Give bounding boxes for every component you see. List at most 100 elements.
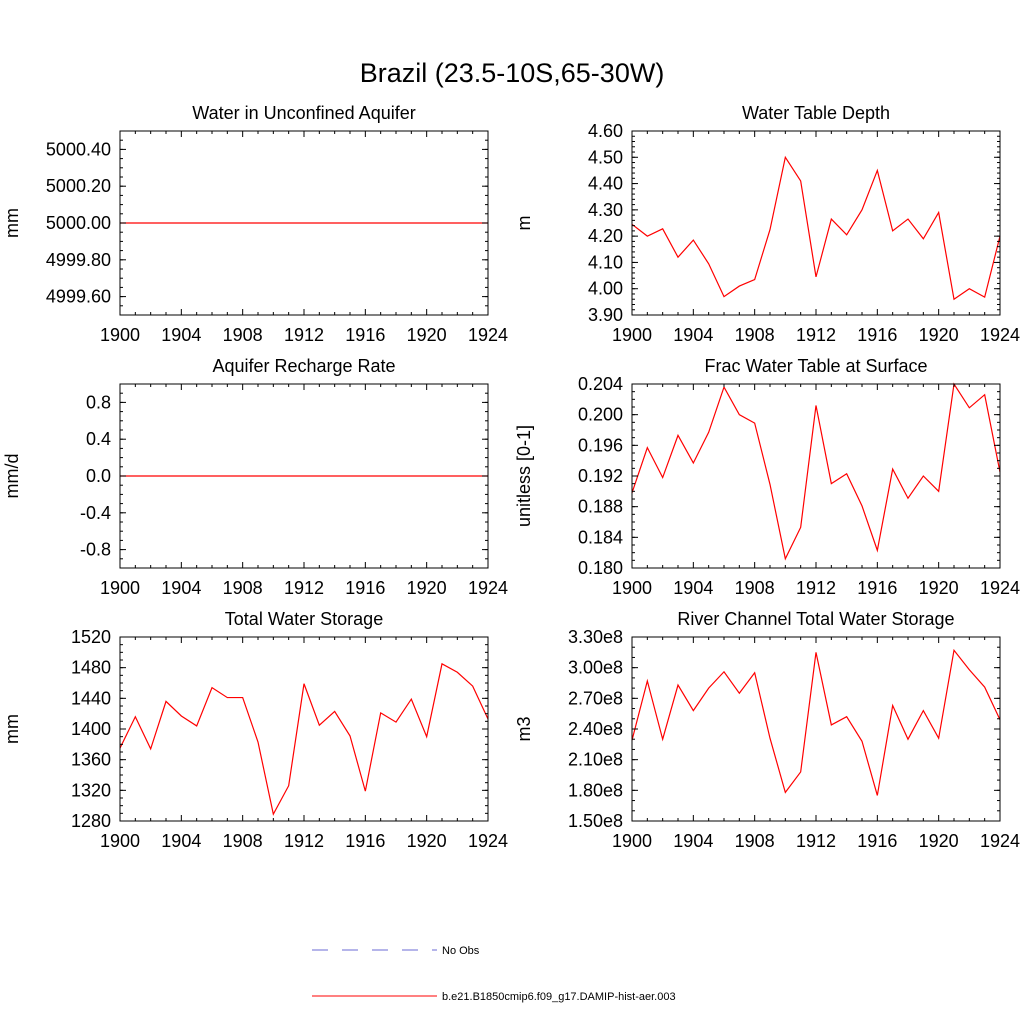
legend-label-model: b.e21.B1850cmip6.f09_g17.DAMIP-hist-aer.… xyxy=(442,991,676,1003)
y-tick-label: 4.20 xyxy=(588,226,623,246)
x-tick-label: 1912 xyxy=(796,831,836,851)
plot-frame xyxy=(119,636,489,822)
series-line xyxy=(631,382,1001,561)
plot-frame xyxy=(631,383,1001,569)
panel-5: Total Water Storage mm 1900 1904 1908 1912 191… xyxy=(2,609,508,851)
x-tick-label: 1916 xyxy=(345,831,385,851)
x-tick-label: 1916 xyxy=(345,325,385,345)
y-tick-label: 2.40e8 xyxy=(568,719,623,739)
x-tick-label: 1904 xyxy=(161,578,201,598)
y-tick-label: 1280 xyxy=(71,811,111,831)
panel-2: Water Table Depth m 1900 1904 1908 1912 1916 19… xyxy=(514,103,1020,345)
y-tick-label: 0.4 xyxy=(86,429,111,449)
x-tick-label: 1916 xyxy=(857,578,897,598)
panel-title: Aquifer Recharge Rate xyxy=(212,356,395,376)
x-tick-label: 1900 xyxy=(100,831,140,851)
x-tick-label: 1916 xyxy=(857,831,897,851)
y-tick-label: 4.10 xyxy=(588,252,623,272)
x-tick-label: 1920 xyxy=(919,578,959,598)
x-tick-label: 1920 xyxy=(407,325,447,345)
y-tick-label: 5000.40 xyxy=(46,139,111,159)
series-line xyxy=(119,662,489,816)
y-tick-label: 4.50 xyxy=(588,147,623,167)
y-tick-label: 5000.00 xyxy=(46,213,111,233)
x-tick-label: 1924 xyxy=(468,325,508,345)
x-tick-label: 1912 xyxy=(284,831,324,851)
y-axis-label: m3 xyxy=(514,716,534,741)
y-tick-label: 0.196 xyxy=(578,435,623,455)
legend-item-obs: No Obs xyxy=(312,945,480,957)
y-tick-label: -0.4 xyxy=(80,503,111,523)
y-tick-label: 0.184 xyxy=(578,527,623,547)
y-tick-label: 0.8 xyxy=(86,392,111,412)
panel-title: Frac Water Table at Surface xyxy=(704,356,927,376)
legend-label-obs: No Obs xyxy=(442,945,480,957)
y-tick-label: 0.192 xyxy=(578,466,623,486)
x-tick-label: 1912 xyxy=(284,325,324,345)
y-tick-label: 0.200 xyxy=(578,405,623,425)
y-tick-label: 0.188 xyxy=(578,497,623,517)
y-tick-label: 1520 xyxy=(71,627,111,647)
x-tick-label: 1924 xyxy=(468,831,508,851)
y-axis-label: unitless [0-1] xyxy=(514,425,534,527)
y-tick-label: 1360 xyxy=(71,750,111,770)
legend-item-model: b.e21.B1850cmip6.f09_g17.DAMIP-hist-aer.… xyxy=(312,991,676,1003)
y-tick-label: -0.8 xyxy=(80,540,111,560)
y-tick-label: 1440 xyxy=(71,688,111,708)
x-tick-label: 1908 xyxy=(735,578,775,598)
x-tick-label: 1924 xyxy=(468,578,508,598)
y-tick-label: 3.30e8 xyxy=(568,627,623,647)
y-tick-label: 4.00 xyxy=(588,279,623,299)
y-tick-label: 4.30 xyxy=(588,200,623,220)
x-tick-label: 1908 xyxy=(223,325,263,345)
x-tick-label: 1920 xyxy=(919,831,959,851)
x-tick-label: 1912 xyxy=(284,578,324,598)
y-tick-label: 4999.80 xyxy=(46,250,111,270)
plot-frame xyxy=(631,130,1001,316)
y-tick-label: 3.00e8 xyxy=(568,658,623,678)
y-tick-label: 1480 xyxy=(71,658,111,678)
y-axis-label: mm xyxy=(2,714,22,744)
x-tick-label: 1904 xyxy=(673,578,713,598)
y-tick-label: 1400 xyxy=(71,719,111,739)
x-tick-label: 1920 xyxy=(919,325,959,345)
x-tick-label: 1912 xyxy=(796,578,836,598)
x-tick-label: 1900 xyxy=(612,831,652,851)
x-tick-label: 1908 xyxy=(735,831,775,851)
y-tick-label: 1.80e8 xyxy=(568,780,623,800)
x-tick-label: 1900 xyxy=(612,578,652,598)
panel-4: Frac Water Table at Surface unitless [0-1… xyxy=(514,356,1020,598)
x-tick-label: 1924 xyxy=(980,325,1020,345)
figure-title: Brazil (23.5-10S,65-30W) xyxy=(360,58,665,88)
y-axis-label: mm/d xyxy=(2,454,22,499)
y-tick-label: 5000.20 xyxy=(46,176,111,196)
y-tick-label: 1.50e8 xyxy=(568,811,623,831)
panel-title: Total Water Storage xyxy=(225,609,383,629)
x-tick-label: 1904 xyxy=(673,325,713,345)
y-tick-label: 4999.60 xyxy=(46,287,111,307)
y-tick-label: 3.90 xyxy=(588,305,623,325)
y-tick-label: 0.0 xyxy=(86,466,111,486)
y-tick-label: 0.204 xyxy=(578,374,623,394)
panel-1: Water in Unconfined Aquifer mm 1900 1904 190… xyxy=(2,103,508,345)
x-tick-label: 1916 xyxy=(857,325,897,345)
series-line xyxy=(631,648,1001,796)
x-tick-label: 1904 xyxy=(161,831,201,851)
y-axis-label: mm xyxy=(2,208,22,238)
y-tick-label: 2.10e8 xyxy=(568,750,623,770)
plot-frame xyxy=(631,636,1001,822)
y-axis-label: m xyxy=(514,216,534,231)
x-tick-label: 1900 xyxy=(100,578,140,598)
x-tick-label: 1904 xyxy=(161,325,201,345)
x-tick-label: 1900 xyxy=(100,325,140,345)
x-tick-label: 1924 xyxy=(980,578,1020,598)
panels: Water in Unconfined Aquifer mm 1900 1904 190… xyxy=(2,103,1020,851)
x-tick-label: 1912 xyxy=(796,325,836,345)
x-tick-label: 1924 xyxy=(980,831,1020,851)
x-tick-label: 1920 xyxy=(407,578,447,598)
x-tick-label: 1904 xyxy=(673,831,713,851)
y-tick-label: 4.60 xyxy=(588,121,623,141)
